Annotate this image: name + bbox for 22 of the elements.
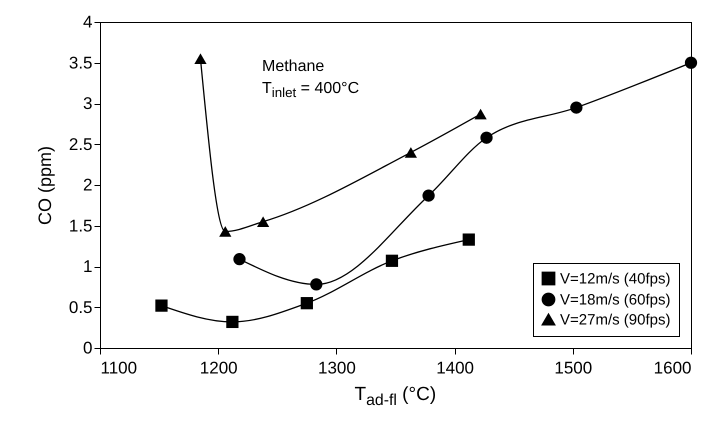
legend-label: V=18m/s (60fps) xyxy=(560,292,670,308)
x-tick-label: 1300 xyxy=(318,358,356,378)
x-tick-label: 1500 xyxy=(554,358,592,378)
y-tick-label: 3.5 xyxy=(68,53,92,72)
x-tick-label: 1600 xyxy=(654,358,692,378)
y-tick-label: 1.5 xyxy=(68,216,92,236)
y-tick-label: 2 xyxy=(83,176,92,194)
annotation: T$_{inlet}$ = 400°C xyxy=(262,80,360,100)
x-tick-label: 1200 xyxy=(200,358,238,378)
y-tick-label: 0.5 xyxy=(68,298,92,317)
y-tick-label: 0 xyxy=(83,338,92,358)
legend-label: V=27m/s (90fps) xyxy=(560,312,670,328)
x-axis-title: T$_{ad-fl}$ (°C) xyxy=(354,384,436,410)
y-tick-label: 1 xyxy=(83,257,92,276)
legend-label: V=12m/s (40fps) xyxy=(560,270,670,288)
y-tick-label: 4 xyxy=(83,12,92,32)
x-tick-label: 1100 xyxy=(100,358,138,378)
annotation: Methane xyxy=(262,58,324,76)
y-tick-label: 3 xyxy=(83,94,92,113)
y-axis-title: CO (ppm) xyxy=(34,146,55,226)
x-tick-label: 1400 xyxy=(436,358,474,378)
y-tick-label: 2.5 xyxy=(68,134,92,154)
